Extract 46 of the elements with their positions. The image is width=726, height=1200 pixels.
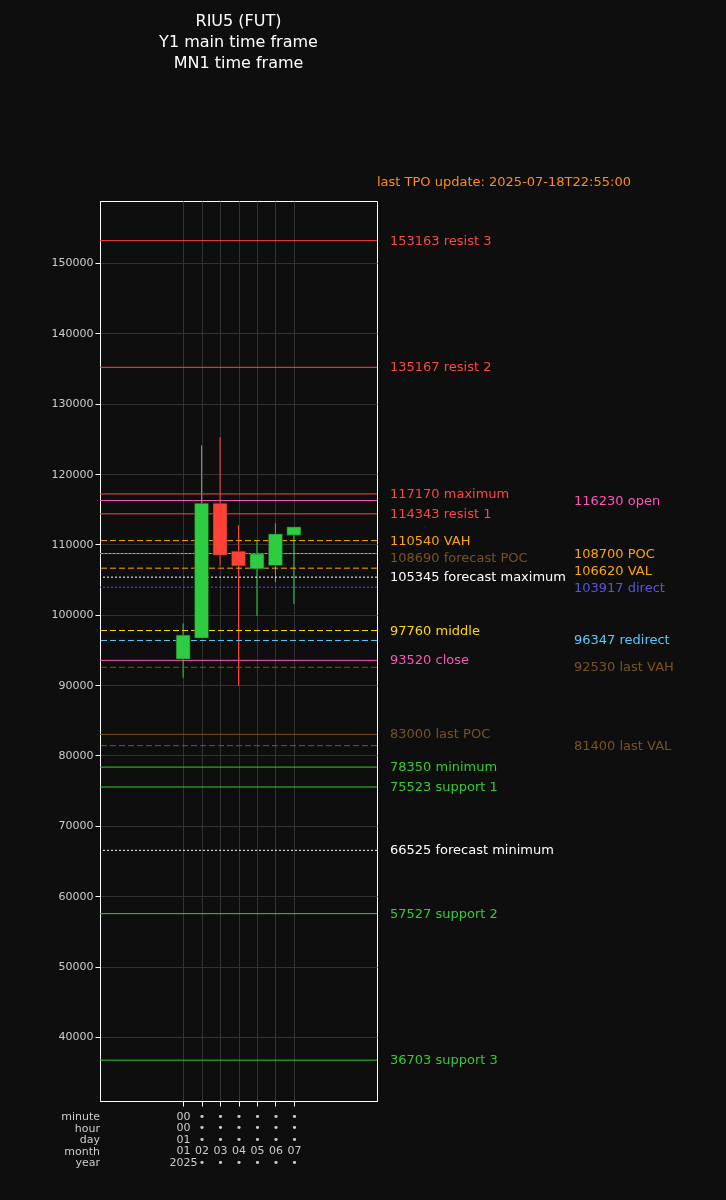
ref-line-label: 92530 last VAH: [574, 659, 674, 675]
y-tick-label: 90000: [58, 678, 94, 692]
ref-line-label: 57527 support 2: [390, 905, 498, 921]
ref-line-label: 110540 VAH: [390, 532, 471, 548]
x-tick-label: • • • 04 •: [232, 1109, 246, 1169]
y-tick-label: 70000: [58, 819, 94, 833]
ref-line-label: 106620 VAL: [574, 562, 653, 578]
ref-line-label: 36703 support 3: [390, 1052, 498, 1068]
y-tick-label: 110000: [51, 537, 94, 551]
candlestick: [286, 526, 302, 605]
y-tick-label: 120000: [51, 467, 94, 481]
ref-line-label: 108700 POC: [574, 545, 655, 561]
candlestick: [231, 524, 246, 687]
candlestick: [249, 540, 265, 617]
ref-line-label: 96347 redirect: [574, 632, 670, 648]
x-tick-label: • • • 06 •: [268, 1109, 283, 1169]
x-tick-label: • • • 03 •: [213, 1109, 228, 1169]
ref-line-label: 153163 resist 3: [390, 232, 492, 248]
ref-line-label: 83000 last POC: [390, 726, 491, 742]
ref-line-label: 75523 support 1: [390, 779, 498, 794]
y-tick-label: 50000: [58, 960, 94, 974]
ref-line-label: 78350 minimum: [390, 759, 498, 775]
y-tick-label: 40000: [58, 1030, 94, 1044]
ref-line-label: 103917 direct: [574, 579, 665, 595]
ref-line-label: 93520 close: [390, 652, 469, 668]
text: last TPO update: 2025-07-18T22:55:00: [377, 174, 631, 189]
x-tick-label: • • • 05 •: [250, 1109, 265, 1169]
candlestick: [175, 622, 191, 679]
ref-line-label: 66525 forecast minimum: [390, 842, 554, 858]
y-tick-label: 100000: [51, 608, 94, 622]
ref-line-label: 105345 forecast maximum: [390, 569, 566, 585]
y-tick-label: 80000: [58, 749, 94, 762]
y-tick-label: 150000: [51, 256, 94, 270]
ref-line-label: 114343 resist 1: [390, 505, 492, 521]
ref-line-label: 135167 resist 2: [390, 359, 492, 375]
y-tick-label: 60000: [58, 889, 94, 903]
y-tick-label: 140000: [51, 326, 94, 340]
ref-line-label: 116230 open: [574, 492, 661, 508]
ref-line-label: 117170 maximum: [390, 485, 510, 501]
ref-line-label: 81400 last VAL: [574, 737, 673, 753]
text: minute hour day month year: [61, 1110, 101, 1169]
ref-line-label: 97760 middle: [390, 622, 480, 638]
ref-line-label: 108690 forecast POC: [390, 549, 528, 565]
x-tick-label: • • • 07 •: [287, 1109, 302, 1169]
chart-title: RIU5 (FUT) Y1 main time frame MN1 time frame: [158, 11, 318, 72]
y-tick-label: 130000: [51, 397, 94, 411]
